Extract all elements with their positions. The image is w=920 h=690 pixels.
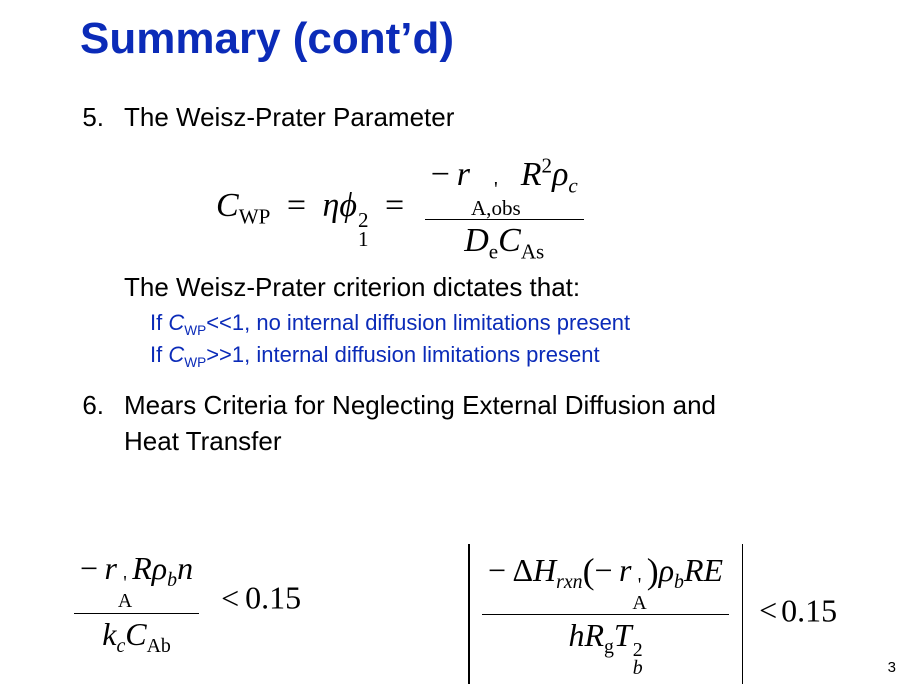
equation-mears-heat: − ΔHrxn(− r'A)ρbRE hRgT2b <0.15 [468,550,837,678]
eq3-fraction: − ΔHrxn(− r'A)ρbRE hRgT2b [482,550,729,678]
equation-weisz-prater: CWP = ηϕ21 = − r'A,obsR2ρc DeCAs [216,156,588,260]
item6-number: 6. [56,388,124,423]
eq1-fraction: − r'A,obsR2ρc DeCAs [425,156,584,260]
item5-heading: 5.The Weisz-Prater Parameter [56,100,454,135]
criterion-1: If CWP<<1, no internal diffusion limitat… [150,308,630,339]
eq3-absolute: − ΔHrxn(− r'A)ρbRE hRgT2b [468,550,743,678]
slide-title: Summary (cont’d) [80,14,454,64]
item6-heading-l2: Heat Transfer [124,424,282,459]
item5-number: 5. [56,100,124,135]
page-number: 3 [888,659,896,676]
equation-mears-mass: − r'ARρbn kcCAb <0.15 [70,550,301,653]
slide: Summary (cont’d) 5.The Weisz-Prater Para… [0,0,920,690]
criterion-intro: The Weisz-Prater criterion dictates that… [124,270,580,305]
criterion-2: If CWP>>1, internal diffusion limitation… [150,340,600,371]
eq2-fraction: − r'ARρbn kcCAb [74,550,199,653]
item5-text: The Weisz-Prater Parameter [124,102,454,132]
item6-heading-l1: 6.Mears Criteria for Neglecting External… [56,388,716,423]
